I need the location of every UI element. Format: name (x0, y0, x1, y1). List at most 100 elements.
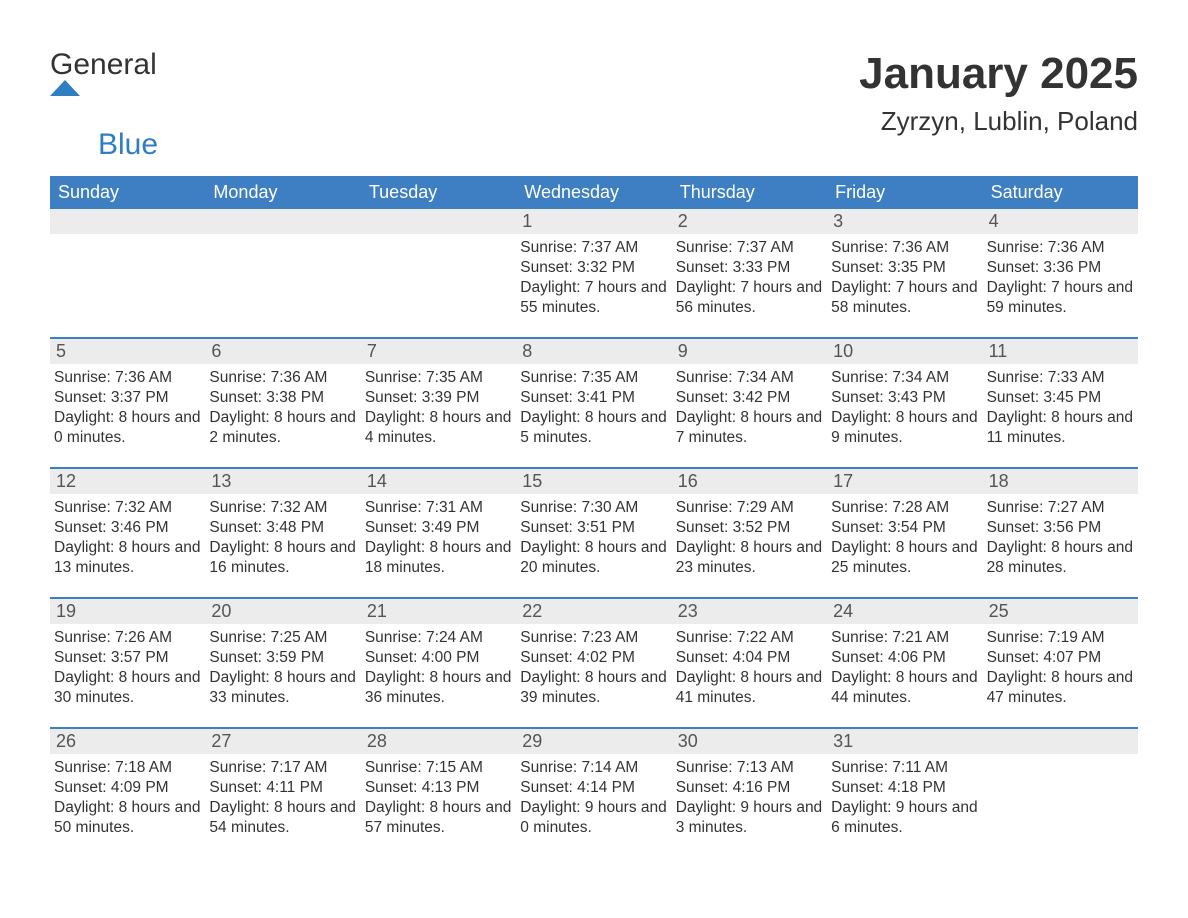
daylight: Daylight: 8 hours and 25 minutes. (831, 538, 978, 578)
sunset: Sunset: 4:02 PM (520, 648, 667, 668)
daylight: Daylight: 8 hours and 2 minutes. (209, 408, 356, 448)
day-number: 16 (672, 469, 827, 494)
day-body: Sunrise: 7:25 AMSunset: 3:59 PMDaylight:… (205, 624, 360, 713)
daylight: Daylight: 8 hours and 30 minutes. (54, 668, 201, 708)
sunrise: Sunrise: 7:36 AM (209, 368, 356, 388)
sunset: Sunset: 4:16 PM (676, 778, 823, 798)
day-number: 19 (50, 599, 205, 624)
day-body: Sunrise: 7:36 AMSunset: 3:38 PMDaylight:… (205, 364, 360, 453)
day-number: 1 (516, 209, 671, 234)
sunset: Sunset: 3:49 PM (365, 518, 512, 538)
calendar-day: 7Sunrise: 7:35 AMSunset: 3:39 PMDaylight… (361, 339, 516, 457)
calendar-day: 28Sunrise: 7:15 AMSunset: 4:13 PMDayligh… (361, 729, 516, 847)
day-number: 25 (983, 599, 1138, 624)
day-number: 21 (361, 599, 516, 624)
day-body: Sunrise: 7:27 AMSunset: 3:56 PMDaylight:… (983, 494, 1138, 583)
day-number: 6 (205, 339, 360, 364)
calendar-day: 3Sunrise: 7:36 AMSunset: 3:35 PMDaylight… (827, 209, 982, 327)
month-title: January 2025 (859, 50, 1138, 98)
daylight: Daylight: 8 hours and 11 minutes. (987, 408, 1134, 448)
day-body: Sunrise: 7:37 AMSunset: 3:33 PMDaylight:… (672, 234, 827, 323)
calendar-day (50, 209, 205, 327)
day-body: Sunrise: 7:31 AMSunset: 3:49 PMDaylight:… (361, 494, 516, 583)
sunset: Sunset: 3:36 PM (987, 258, 1134, 278)
sunrise: Sunrise: 7:17 AM (209, 758, 356, 778)
day-number: 2 (672, 209, 827, 234)
day-body: Sunrise: 7:24 AMSunset: 4:00 PMDaylight:… (361, 624, 516, 713)
calendar-day (361, 209, 516, 327)
day-body: Sunrise: 7:28 AMSunset: 3:54 PMDaylight:… (827, 494, 982, 583)
day-number: 22 (516, 599, 671, 624)
sunset: Sunset: 3:48 PM (209, 518, 356, 538)
sunrise: Sunrise: 7:35 AM (365, 368, 512, 388)
calendar-day: 27Sunrise: 7:17 AMSunset: 4:11 PMDayligh… (205, 729, 360, 847)
day-number: 10 (827, 339, 982, 364)
calendar-day: 15Sunrise: 7:30 AMSunset: 3:51 PMDayligh… (516, 469, 671, 587)
day-body: Sunrise: 7:36 AMSunset: 3:35 PMDaylight:… (827, 234, 982, 323)
day-body: Sunrise: 7:19 AMSunset: 4:07 PMDaylight:… (983, 624, 1138, 713)
day-number: 12 (50, 469, 205, 494)
calendar-day: 14Sunrise: 7:31 AMSunset: 3:49 PMDayligh… (361, 469, 516, 587)
brand-general: General (50, 48, 157, 81)
daylight: Daylight: 9 hours and 0 minutes. (520, 798, 667, 838)
day-number: 26 (50, 729, 205, 754)
sunset: Sunset: 3:59 PM (209, 648, 356, 668)
sunrise: Sunrise: 7:37 AM (676, 238, 823, 258)
sunset: Sunset: 3:35 PM (831, 258, 978, 278)
sunrise: Sunrise: 7:33 AM (987, 368, 1134, 388)
brand-logo: General Blue (50, 50, 158, 160)
calendar-day: 13Sunrise: 7:32 AMSunset: 3:48 PMDayligh… (205, 469, 360, 587)
day-number: 20 (205, 599, 360, 624)
daylight: Daylight: 8 hours and 41 minutes. (676, 668, 823, 708)
day-number (983, 729, 1138, 754)
calendar-week: 26Sunrise: 7:18 AMSunset: 4:09 PMDayligh… (50, 727, 1138, 847)
calendar-day: 17Sunrise: 7:28 AMSunset: 3:54 PMDayligh… (827, 469, 982, 587)
day-body: Sunrise: 7:14 AMSunset: 4:14 PMDaylight:… (516, 754, 671, 843)
sunrise: Sunrise: 7:34 AM (831, 368, 978, 388)
calendar-day: 9Sunrise: 7:34 AMSunset: 3:42 PMDaylight… (672, 339, 827, 457)
daylight: Daylight: 8 hours and 5 minutes. (520, 408, 667, 448)
sunset: Sunset: 3:52 PM (676, 518, 823, 538)
sunrise: Sunrise: 7:32 AM (54, 498, 201, 518)
sunrise: Sunrise: 7:30 AM (520, 498, 667, 518)
day-number: 7 (361, 339, 516, 364)
sunset: Sunset: 3:42 PM (676, 388, 823, 408)
calendar-day: 6Sunrise: 7:36 AMSunset: 3:38 PMDaylight… (205, 339, 360, 457)
daylight: Daylight: 8 hours and 20 minutes. (520, 538, 667, 578)
sunrise: Sunrise: 7:36 AM (987, 238, 1134, 258)
calendar-week: 1Sunrise: 7:37 AM Sunset: 3:32 PM Daylight… (50, 209, 1138, 327)
sunset: Sunset: 3:37 PM (54, 388, 201, 408)
day-body: Sunrise: 7:23 AMSunset: 4:02 PMDaylight:… (516, 624, 671, 713)
daylight: Daylight: 8 hours and 18 minutes. (365, 538, 512, 578)
sunset: Sunset: 3:43 PM (831, 388, 978, 408)
sunset: Sunset: 4:00 PM (365, 648, 512, 668)
sunset: Sunset: 3:46 PM (54, 518, 201, 538)
calendar-day: 18Sunrise: 7:27 AMSunset: 3:56 PMDayligh… (983, 469, 1138, 587)
calendar-day: 30Sunrise: 7:13 AMSunset: 4:16 PMDayligh… (672, 729, 827, 847)
day-number: 29 (516, 729, 671, 754)
day-body: Sunrise: 7:21 AMSunset: 4:06 PMDaylight:… (827, 624, 982, 713)
daylight: Daylight: 8 hours and 57 minutes. (365, 798, 512, 838)
daylight: Daylight: 8 hours and 39 minutes. (520, 668, 667, 708)
sunrise: Sunrise: 7:28 AM (831, 498, 978, 518)
sunset: Sunset: 3:56 PM (987, 518, 1134, 538)
sunset: Sunset: 3:38 PM (209, 388, 356, 408)
calendar-day: 11Sunrise: 7:33 AMSunset: 3:45 PMDayligh… (983, 339, 1138, 457)
calendar-day: 8Sunrise: 7:35 AMSunset: 3:41 PMDaylight… (516, 339, 671, 457)
day-number: 8 (516, 339, 671, 364)
day-number (361, 209, 516, 234)
sunset: Sunset: 3:32 PM (520, 258, 667, 278)
sunset: Sunset: 4:07 PM (987, 648, 1134, 668)
calendar-day: 1Sunrise: 7:37 AMSunset: 3:32 PMDaylight… (516, 209, 671, 327)
daylight: Daylight: 7 hours and 56 minutes. (676, 278, 823, 318)
flag-icon (50, 80, 158, 100)
day-body: Sunrise: 7:13 AMSunset: 4:16 PMDaylight:… (672, 754, 827, 843)
calendar-day: 24Sunrise: 7:21 AMSunset: 4:06 PMDayligh… (827, 599, 982, 717)
daylight: Daylight: 8 hours and 16 minutes. (209, 538, 356, 578)
calendar-day: 2Sunrise: 7:37 AMSunset: 3:33 PMDaylight… (672, 209, 827, 327)
sunset: Sunset: 3:39 PM (365, 388, 512, 408)
calendar-day: 4Sunrise: 7:36 AMSunset: 3:36 PMDaylight… (983, 209, 1138, 327)
day-body: Sunrise: 7:26 AMSunset: 3:57 PMDaylight:… (50, 624, 205, 713)
dayname: Thursday (672, 176, 827, 209)
daylight: Daylight: 8 hours and 23 minutes. (676, 538, 823, 578)
